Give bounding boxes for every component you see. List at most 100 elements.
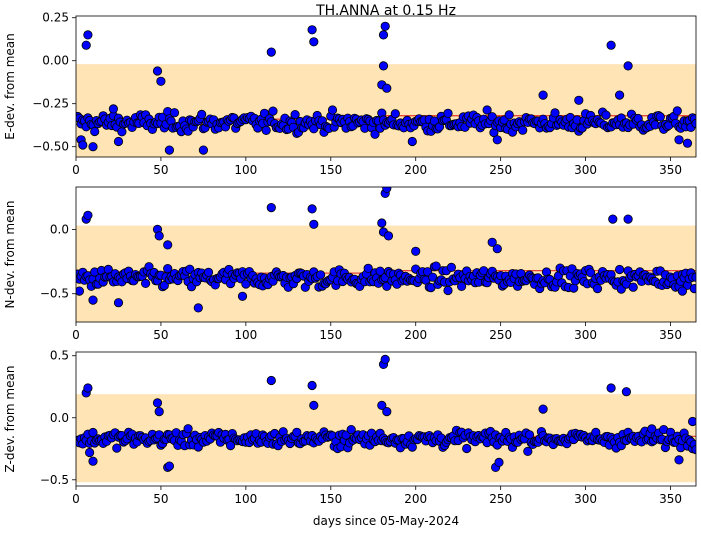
data-point [487,112,497,122]
data-point [601,110,611,120]
x-tick-label: 50 [153,163,168,177]
x-tick-label: 350 [659,163,682,177]
x-tick-label: 150 [319,492,342,506]
x-tick-label: 0 [72,328,80,342]
data-point [504,110,514,120]
data-point-outlier [606,383,616,393]
data-point [346,424,356,435]
axes-frame [75,351,697,487]
data-point [88,427,98,438]
data-point [117,127,127,137]
y-tick-label: 0.00 [42,54,69,68]
data-point-outlier [674,455,684,465]
data-point-outlier [606,40,616,50]
data-point [443,108,453,118]
data-point [523,446,533,456]
x-tick-label: 300 [574,163,597,177]
data-point [407,442,417,452]
data-point [327,105,338,115]
data-point [112,443,122,453]
data-point [370,129,380,139]
data-point-outlier [108,104,119,114]
data-point [183,424,193,434]
data-point-outlier [266,203,276,213]
data-point-outlier [266,375,276,386]
data-point-outlier [623,214,633,224]
data-point [628,282,638,292]
data-point [163,263,173,274]
data-point-outlier [383,231,394,241]
data-point-outlier [88,295,98,305]
data-point [550,108,560,118]
data-point-outlier [307,204,317,214]
data-point [443,285,453,296]
data-point [315,270,326,280]
x-tick-label: 250 [489,328,512,342]
data-point [268,106,278,116]
data-point-outlier [309,37,319,47]
x-tick-label: 0 [72,163,80,177]
x-tick-label: 300 [574,328,597,342]
data-point-outlier [152,398,163,408]
data-point-outlier [83,30,93,40]
y-axis-label: Z-dev. from mean [3,366,17,473]
data-point-outlier [309,219,319,229]
y-tick-label: −0.5 [40,287,69,301]
data-point-outlier [378,30,389,40]
y-axis-label: N-dev. from mean [3,201,17,309]
data-point-outlier [307,380,317,391]
x-tick-label: 200 [404,492,427,506]
panel-2: 0.0 −0.5 0 50 100 150 200 250 300 350 N-dev. from … [3,186,697,342]
data-point [569,283,579,293]
data-point-outlier [163,240,173,250]
data-point-outlier [538,90,548,100]
x-tick-label: 100 [234,492,257,506]
plot-area [76,187,696,322]
data-point-outlier [623,61,633,71]
x-tick-label: 50 [153,492,168,506]
data-point-outlier [380,21,390,31]
plot-area [76,21,696,157]
data-point-outlier [76,286,84,296]
y-axis-label: E-dev. from mean [3,33,17,139]
y-tick-label: −0.5 [40,473,69,487]
axes-frame [75,15,697,158]
x-tick-label: 50 [153,328,168,342]
data-point [290,110,300,120]
x-tick-label: 100 [234,328,257,342]
data-point-outlier [382,406,392,417]
data-point-outlier [164,461,174,471]
data-point-outlier [154,406,164,417]
data-point [197,109,207,120]
data-point-outlier [78,140,88,150]
data-point [672,106,682,116]
data-point-outlier [382,83,392,93]
data-point [292,427,302,437]
data-point-outlier [492,135,502,145]
data-point-outlier [237,291,248,301]
data-point-outlier [88,456,98,466]
data-point [456,281,467,291]
data-point-outlier [682,138,693,148]
x-axis-label: days since 05-May-2024 [313,514,459,528]
data-point-outlier [377,400,387,410]
axes-frame [75,186,697,323]
data-point [90,126,100,137]
x-tick-label: 150 [319,163,342,177]
panel-1: 0.25 0.00 −0.25 −0.500 50 100 150 200 250 300 350 E… [3,11,697,177]
data-point-outlier [113,136,124,147]
data-point [586,268,596,278]
x-tick-label: 350 [659,492,682,506]
data-point-outlier [621,387,632,397]
data-point [446,262,456,272]
data-point-outlier [608,214,618,224]
data-point-outlier [83,210,93,220]
data-point-outlier [309,400,319,410]
data-point [482,105,492,115]
data-point-outlier [411,246,421,256]
data-point-outlier [193,303,203,313]
plot-area [76,354,696,483]
x-tick-label: 200 [404,328,427,342]
